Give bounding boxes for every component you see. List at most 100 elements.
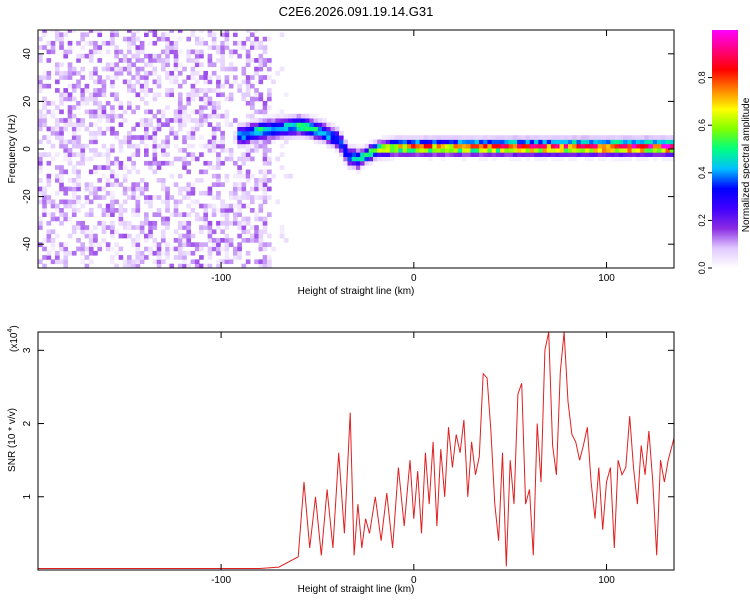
spectrogram-cell: [186, 58, 192, 63]
spectrogram-cell: [165, 208, 170, 213]
spectrogram-cell: [135, 225, 141, 230]
spectrogram-cell: [241, 186, 247, 192]
spectrogram-cell: [186, 169, 192, 175]
spectrogram-cell: [165, 186, 170, 192]
spectrogram-cell: [122, 190, 128, 196]
spectrogram-cell: [161, 220, 166, 226]
spectrogram-cell: [177, 190, 183, 196]
spectrogram-cell: [148, 53, 153, 59]
spectrogram-cell: [186, 75, 192, 80]
spectrogram-cell: [250, 199, 255, 205]
spectrogram-cell: [169, 45, 175, 50]
spectrogram-cell: [585, 139, 590, 145]
spectrogram-cell: [258, 45, 264, 50]
spectrogram-cell: [131, 190, 136, 196]
spectrogram-cell: [203, 208, 209, 213]
spectrogram-cell: [169, 70, 175, 76]
spectrogram-cell: [305, 126, 310, 132]
spectrogram-cell: [224, 32, 230, 38]
spectrogram-cell: [614, 135, 620, 140]
spectrogram-cell: [258, 130, 264, 136]
spectrogram-cell: [110, 173, 115, 179]
spectrogram-cell: [114, 250, 119, 256]
spectrogram-cell: [110, 195, 115, 200]
spectrogram-cell: [313, 118, 319, 123]
spectrogram-cell: [627, 148, 633, 153]
spectrogram-cell: [38, 199, 43, 205]
spectrogram-cell: [606, 143, 611, 149]
spectrogram-cell: [63, 32, 69, 38]
spectrogram-cell: [182, 225, 187, 230]
spectrogram-cell: [657, 148, 662, 153]
spectrogram-cell: [161, 182, 166, 187]
spectrogram-cell: [237, 233, 242, 239]
spectrogram-cell: [546, 148, 552, 153]
spectrogram-cell: [479, 152, 484, 157]
spectrogram-cell: [457, 139, 463, 145]
spectrogram-cell: [118, 113, 124, 119]
spectrogram-cell: [101, 208, 107, 213]
spectrogram-cell: [572, 156, 577, 162]
spectrogram-cell: [288, 126, 293, 132]
spectrogram-cell: [152, 58, 158, 63]
spectrogram-cell: [250, 40, 255, 46]
spectrogram-cell: [67, 70, 73, 76]
spectrogram-cell: [241, 190, 247, 196]
spectrogram-cell: [55, 122, 60, 127]
spectrogram-cell: [258, 139, 264, 145]
spectrogram-cell: [122, 118, 128, 123]
spectrogram-cell: [534, 143, 539, 149]
spectrogram-cell: [46, 182, 52, 187]
spectrogram-cell: [207, 190, 213, 196]
spectrogram-cell: [38, 165, 43, 170]
spectrogram-cell: [589, 143, 594, 149]
spectrogram-cell: [97, 178, 103, 183]
snr-scale-suffix: ): [9, 325, 20, 328]
spectrogram-cell: [415, 139, 421, 145]
spectrogram-cell: [576, 143, 582, 149]
spectrogram-cell: [245, 36, 251, 42]
spectrogram-cell: [42, 105, 47, 110]
spectrogram-cell: [110, 126, 115, 132]
spectrogram-cell: [491, 152, 497, 157]
spectrogram-cell: [139, 40, 145, 46]
spectrogram-cell: [330, 126, 336, 132]
spectrogram-cell: [46, 238, 52, 243]
spectrogram-cell: [207, 88, 213, 93]
spectrogram-cell: [139, 250, 145, 256]
spectrogram-cell: [59, 178, 64, 183]
spectrogram-cell: [110, 62, 115, 68]
spectrogram-cell: [59, 212, 64, 217]
spectrogram-cell: [199, 88, 204, 93]
spectrogram-cell: [296, 122, 302, 127]
spectrogram-cell: [428, 143, 433, 149]
spectrogram-cell: [71, 203, 77, 209]
spectrogram-cell: [127, 30, 132, 33]
spectrogram-cell: [131, 208, 136, 213]
spectrogram-cell: [275, 122, 281, 127]
spectrogram-cell: [161, 143, 166, 149]
spectrogram-cell: [203, 105, 209, 110]
spectrogram-cell: [267, 135, 272, 140]
spectrogram-cell: [245, 49, 251, 55]
spectrogram-cell: [199, 113, 204, 119]
spectrogram-cell: [207, 139, 213, 145]
spectrogram-cell: [135, 70, 141, 76]
spectrogram-cell: [559, 148, 565, 153]
spectrogram-cell: [661, 152, 666, 157]
spectrogram-cell: [59, 186, 64, 192]
spectrogram-cell: [254, 30, 259, 33]
spectrogram-cell: [262, 186, 268, 192]
spectrogram-cell: [245, 195, 251, 200]
spectrogram-cell: [220, 203, 225, 209]
spectrogram-cell: [38, 225, 43, 230]
spectrogram-cell: [139, 225, 145, 230]
spectrogram-cell: [228, 259, 234, 265]
spectrogram-cell: [190, 156, 196, 162]
spectrogram-cell: [474, 143, 480, 149]
spectrogram-cell: [50, 229, 56, 235]
spectrogram-cell: [207, 220, 213, 226]
spectrogram-cell: [55, 178, 60, 183]
spectrogram-cell: [241, 229, 247, 235]
